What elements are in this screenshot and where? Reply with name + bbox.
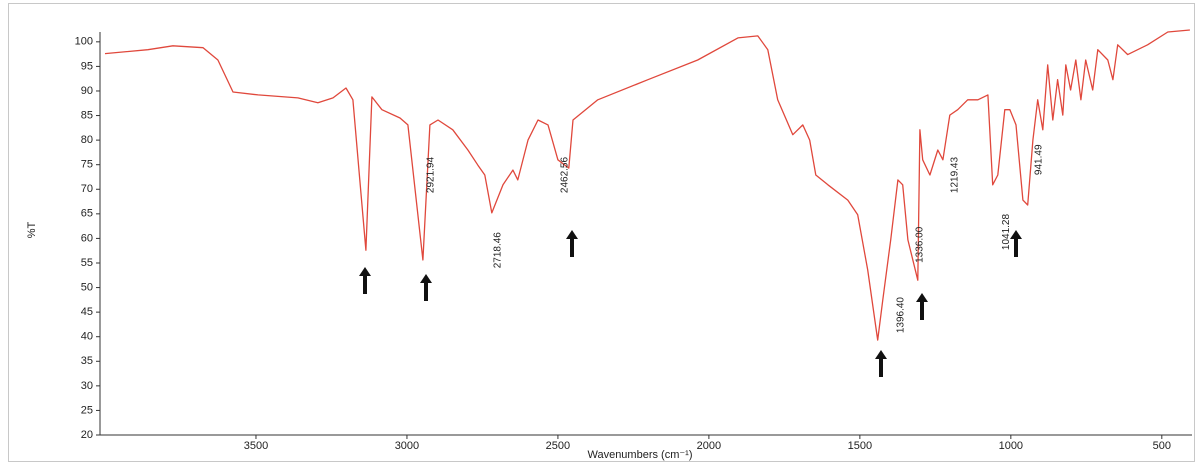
arrow: [566, 230, 578, 257]
peak-label: 941.49: [1034, 144, 1045, 175]
peak-arrows: [359, 230, 1022, 377]
y-tick-label: 65: [81, 208, 93, 220]
y-tick-label: 80: [81, 134, 93, 146]
y-axis-label: %T: [26, 221, 38, 238]
peak-label: 2718.46: [492, 232, 503, 269]
x-axis-label: Wavenumbers (cm⁻¹): [587, 449, 692, 461]
arrow: [1010, 230, 1022, 257]
y-tick-label: 30: [81, 380, 93, 392]
y-tick-label: 70: [81, 183, 93, 195]
y-tick-label: 20: [81, 429, 93, 441]
arrow: [916, 293, 928, 320]
arrow: [359, 267, 371, 294]
spectrum-line: [104, 29, 1190, 341]
y-tick-label: 95: [81, 60, 93, 72]
y-tick-label: 35: [81, 355, 93, 367]
y-tick-label: 55: [81, 257, 93, 269]
y-tick-label: 40: [81, 331, 93, 343]
y-tick-label: 60: [81, 232, 93, 244]
y-tick-label: 90: [81, 85, 93, 97]
y-tick-label: 45: [81, 306, 93, 318]
arrow: [420, 274, 432, 301]
y-tick-label: 50: [81, 281, 93, 293]
peak-label: 1219.43: [949, 157, 960, 194]
y-tick-label: 85: [81, 109, 93, 121]
y-tick-label: 75: [81, 159, 93, 171]
peak-label: 1041.28: [1001, 214, 1012, 251]
peak-label: 2921.94: [425, 157, 436, 194]
x-tick-label: 3000: [395, 440, 419, 452]
peak-label: 2462.56: [560, 157, 571, 194]
x-tick-label: 1000: [999, 440, 1023, 452]
peak-label: 1396.40: [896, 297, 907, 334]
y-tick-label: 100: [75, 36, 93, 48]
x-tick-label: 1500: [848, 440, 872, 452]
x-tick-label: 2000: [697, 440, 721, 452]
arrow: [875, 350, 887, 377]
x-tick-label: 2500: [546, 440, 570, 452]
x-tick-label: 500: [1153, 440, 1171, 452]
y-tick-label: 25: [81, 404, 93, 416]
x-tick-label: 3500: [244, 440, 268, 452]
peak-label: 1336.00: [915, 226, 926, 263]
